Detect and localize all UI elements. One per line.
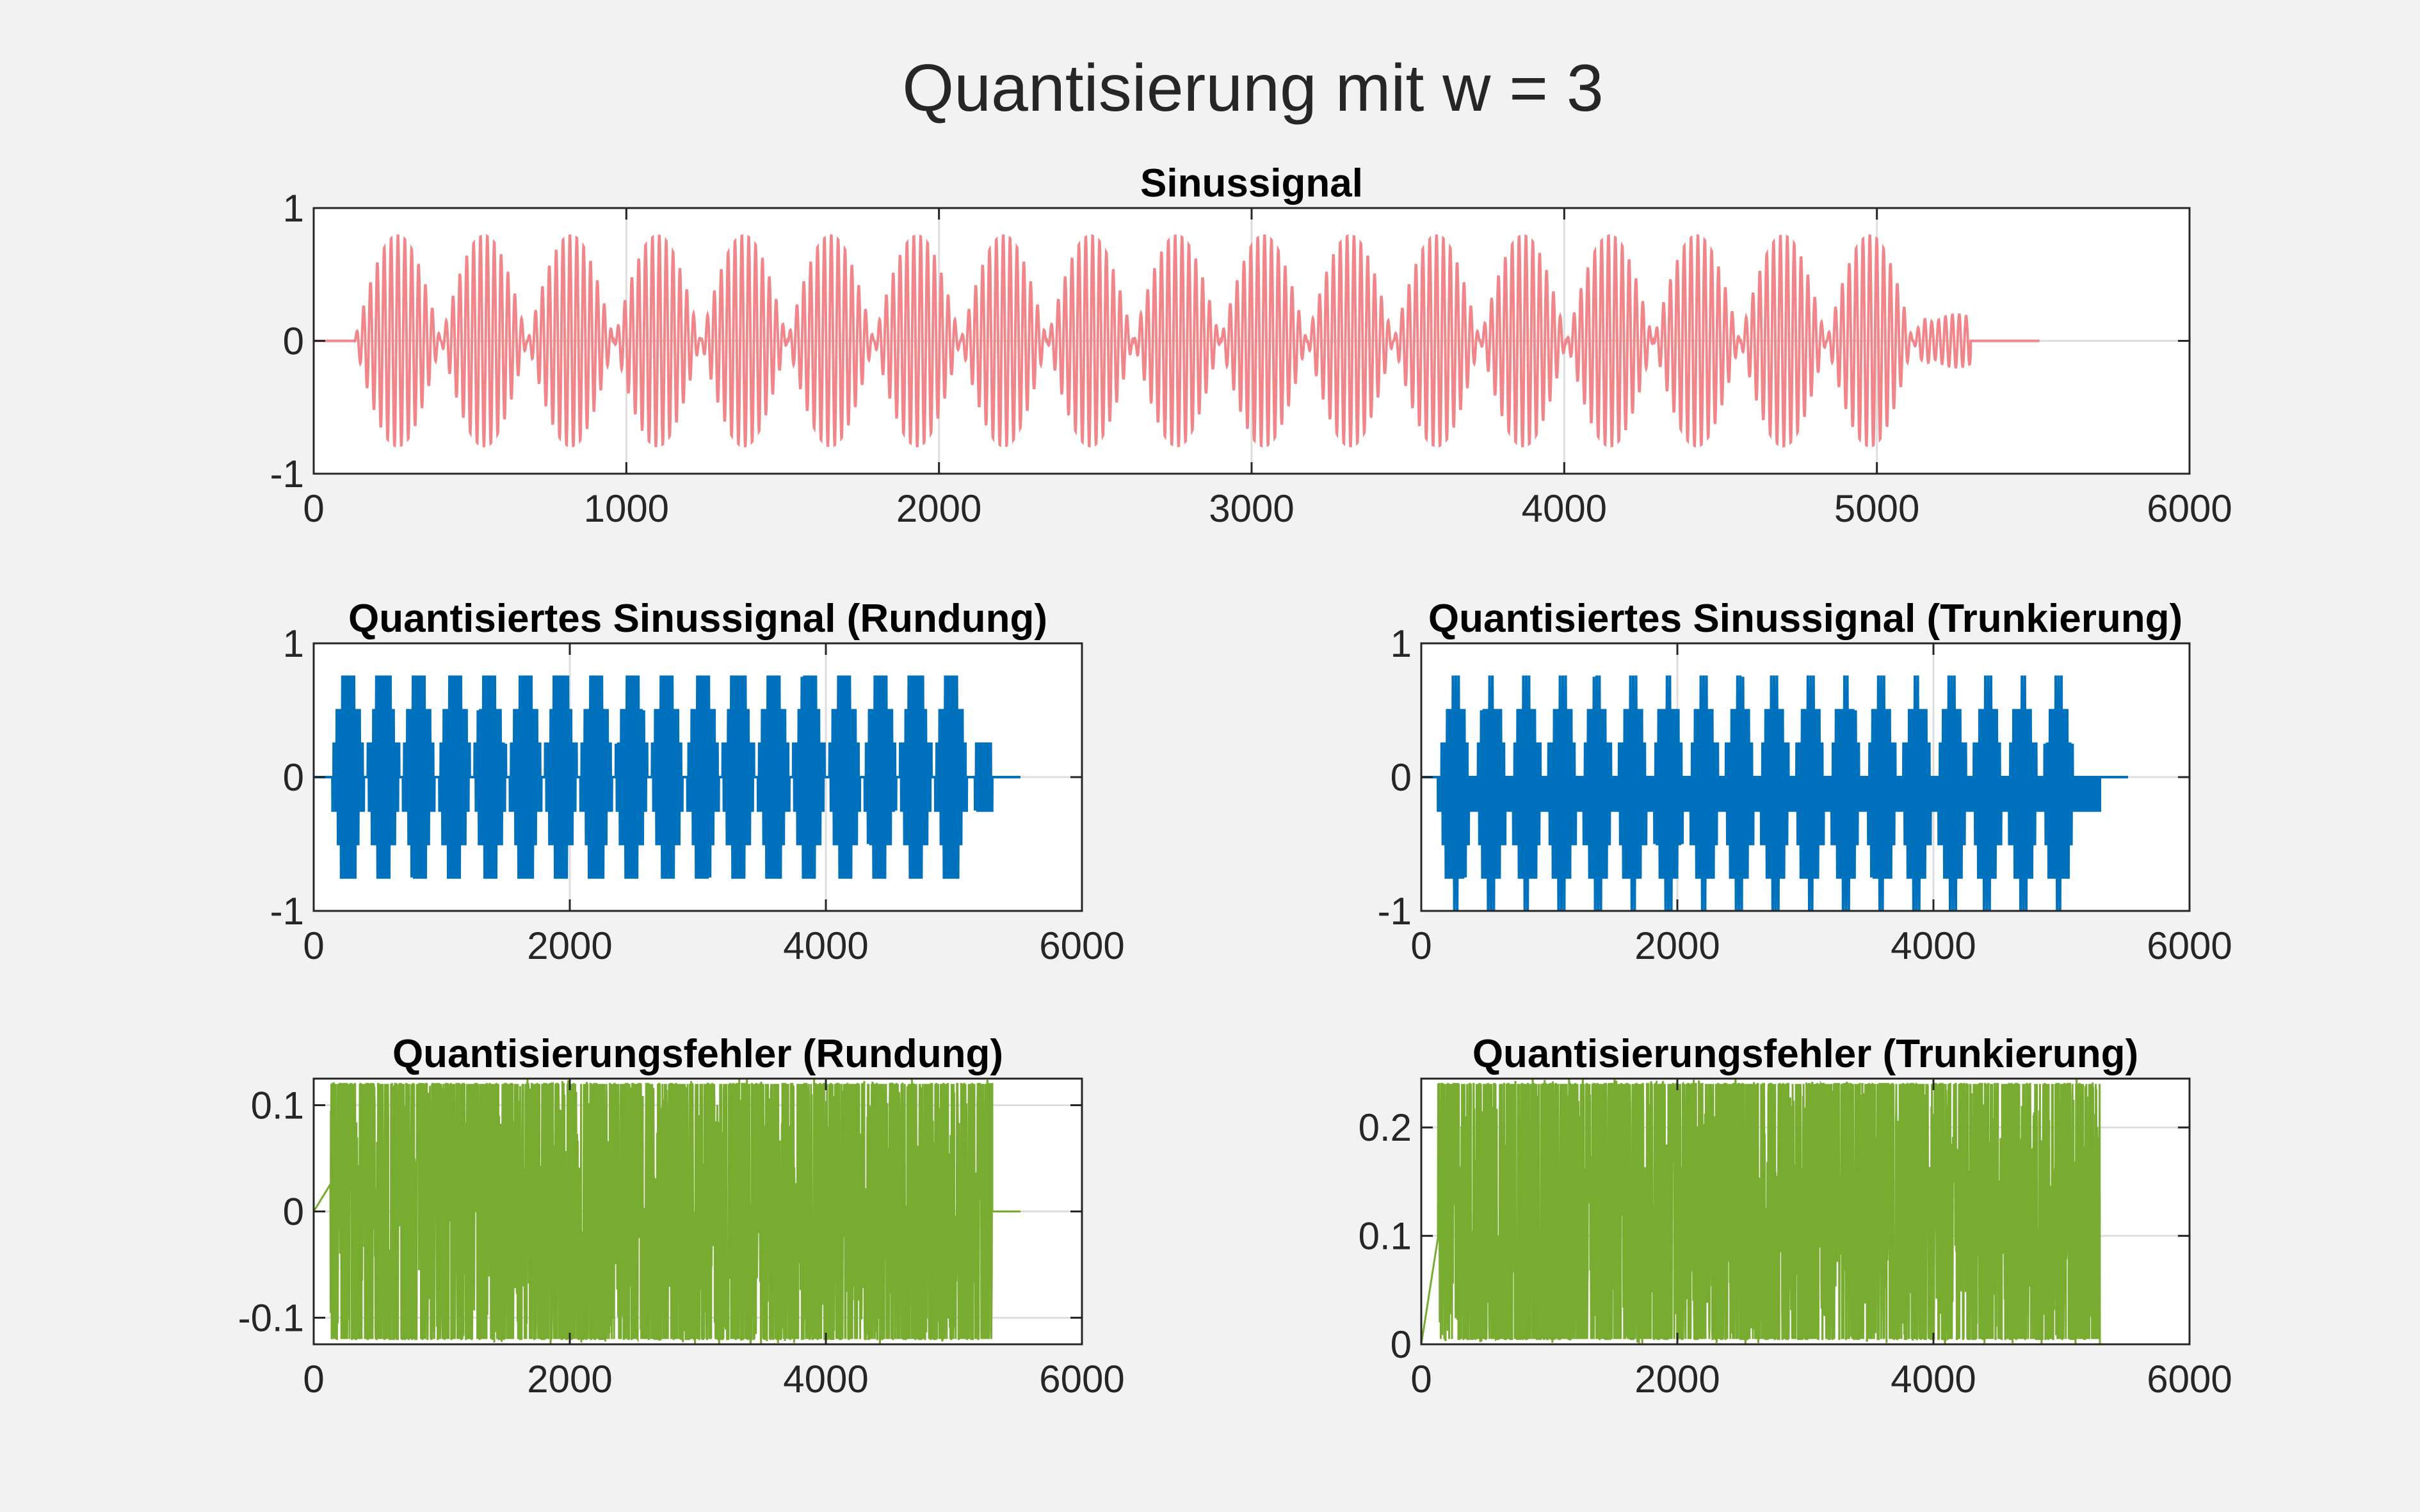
x-tick-label: 2000 xyxy=(1634,1358,1720,1401)
figure-title: Quantisierung mit w = 3 xyxy=(902,51,1603,125)
x-tick-label: 6000 xyxy=(1039,924,1124,967)
y-tick-label: 0.1 xyxy=(1359,1215,1412,1258)
x-tick-label: 2000 xyxy=(527,1358,612,1401)
axes-title: Quantisierungsfehler (Rundung) xyxy=(392,1032,1003,1076)
x-tick-label: 1000 xyxy=(584,487,669,530)
y-tick-label: 0 xyxy=(1391,1323,1412,1366)
x-tick-label: 6000 xyxy=(2147,924,2232,967)
x-tick-label: 4000 xyxy=(1891,924,1976,967)
x-tick-label: 6000 xyxy=(2147,487,2232,530)
x-tick-label: 0 xyxy=(303,924,324,967)
y-tick-label: 0.2 xyxy=(1359,1106,1412,1149)
y-tick-label: 1 xyxy=(283,622,304,665)
x-tick-label: 0 xyxy=(1410,1358,1432,1401)
x-tick-label: 2000 xyxy=(1634,924,1720,967)
x-tick-label: 2000 xyxy=(896,487,981,530)
y-tick-label: 0.1 xyxy=(251,1084,304,1127)
x-tick-label: 5000 xyxy=(1834,487,1919,530)
y-tick-label: 1 xyxy=(283,187,304,230)
y-tick-label: 0 xyxy=(283,320,304,363)
y-tick-label: -1 xyxy=(270,453,304,495)
x-tick-label: 4000 xyxy=(1891,1358,1976,1401)
y-tick-label: 0 xyxy=(283,1191,304,1234)
series-line xyxy=(1421,1079,2128,1344)
series-line xyxy=(314,677,1020,878)
axes-title: Quantisiertes Sinussignal (Rundung) xyxy=(348,597,1047,641)
axes-title: Quantisiertes Sinussignal (Trunkierung) xyxy=(1428,597,2182,641)
y-tick-label: -0.1 xyxy=(238,1297,304,1340)
x-tick-label: 4000 xyxy=(783,1358,868,1401)
x-tick-label: 3000 xyxy=(1209,487,1294,530)
y-tick-label: -1 xyxy=(270,890,304,933)
x-tick-label: 0 xyxy=(303,1358,324,1401)
x-tick-label: 4000 xyxy=(783,924,868,967)
axes-title: Sinussignal xyxy=(1140,161,1363,205)
x-tick-label: 2000 xyxy=(527,924,612,967)
x-tick-label: 6000 xyxy=(1039,1358,1124,1401)
x-tick-label: 0 xyxy=(303,487,324,530)
x-tick-label: 0 xyxy=(1410,924,1432,967)
y-tick-label: -1 xyxy=(1378,890,1412,933)
y-tick-label: 0 xyxy=(1391,756,1412,799)
y-tick-label: 1 xyxy=(1391,622,1412,665)
series-line xyxy=(1421,677,2128,911)
x-tick-label: 4000 xyxy=(1522,487,1607,530)
axes-title: Quantisierungsfehler (Trunkierung) xyxy=(1472,1032,2138,1076)
y-tick-label: 0 xyxy=(283,756,304,799)
x-tick-label: 6000 xyxy=(2147,1358,2232,1401)
